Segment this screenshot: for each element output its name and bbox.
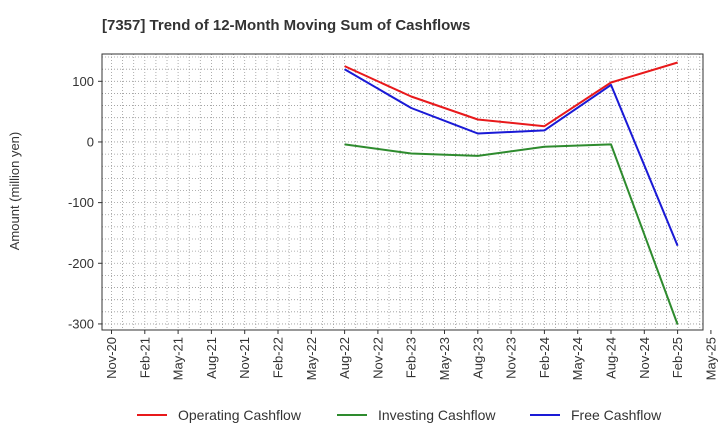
x-tick-label: Feb-21 [137, 337, 152, 378]
x-tick-label: Feb-24 [537, 337, 552, 378]
legend-label-investing-cashflow: Investing Cashflow [378, 407, 496, 423]
x-tick-label: Aug-24 [604, 337, 619, 379]
x-tick-label: Nov-22 [370, 337, 385, 379]
horizontal-gridlines [102, 56, 703, 325]
x-tick-label: Feb-23 [404, 337, 419, 378]
x-tick-label: May-23 [437, 337, 452, 380]
y-axis-label: Amount (million yen) [7, 132, 22, 251]
plot-frame [101, 53, 704, 331]
x-tick-label: Nov-24 [637, 337, 652, 379]
x-tick-label: Aug-21 [204, 337, 219, 379]
y-tick-label: -300 [68, 316, 94, 331]
legend-label-free-cashflow: Free Cashflow [571, 407, 662, 423]
x-tick-label: Aug-22 [337, 337, 352, 379]
series-lines [344, 61, 679, 325]
x-tick-label: May-22 [304, 337, 319, 380]
x-tick-label: May-24 [570, 337, 585, 380]
legend: Operating Cashflow Investing Cashflow Free… [137, 407, 662, 423]
legend-label-operating-cashflow: Operating Cashflow [178, 407, 302, 423]
y-tick-label: -200 [68, 256, 94, 271]
plot-area [102, 54, 703, 330]
y-tick-label: 100 [72, 74, 94, 89]
x-tick-label: Feb-22 [271, 337, 286, 378]
x-tick-label: Nov-21 [237, 337, 252, 379]
x-tick-label: May-21 [171, 337, 186, 380]
y-tick-labels: 100 0 -100 -200 -300 [68, 74, 102, 331]
x-tick-labels: Nov-20 Feb-21 May-21 Aug-21 Nov-21 Feb-22 May-… [104, 330, 718, 380]
x-tick-label: Nov-23 [504, 337, 519, 379]
x-tick-label: Aug-23 [470, 337, 485, 379]
y-tick-label: -100 [68, 195, 94, 210]
x-tick-label: Nov-20 [104, 337, 119, 379]
x-tick-label: May-25 [703, 337, 718, 380]
series-line-investing-cashflow [344, 143, 679, 325]
chart-title: [7357] Trend of 12-Month Moving Sum of C… [102, 17, 470, 34]
x-tick-label: Feb-25 [670, 337, 685, 378]
y-tick-label: 0 [87, 134, 94, 149]
series-line-operating-cashflow [344, 61, 678, 128]
series-line-free-cashflow [344, 68, 679, 247]
